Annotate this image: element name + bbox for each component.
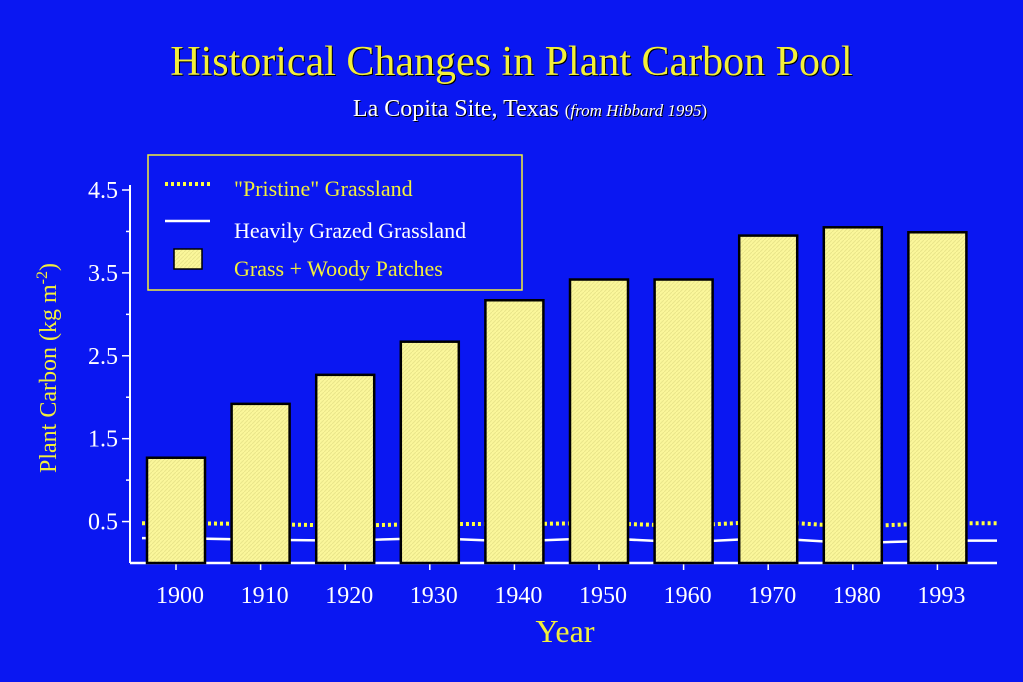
x-tick-label: 1950	[579, 583, 627, 609]
legend-box-swatch-icon	[173, 248, 203, 270]
y-tick-label: 1.5	[88, 427, 118, 453]
y-axis-label-end: )	[36, 263, 62, 271]
x-tick-label: 1910	[241, 583, 289, 609]
y-tick-label: 4.5	[88, 178, 118, 204]
legend-box	[147, 154, 523, 291]
chart-title: Historical Changes in Plant Carbon Pool	[170, 39, 853, 85]
x-axis-label: Year	[536, 613, 595, 649]
x-tick-label: 1980	[833, 583, 881, 609]
chart-subtitle: La Copita Site, Texas (from Hibbard 1995…	[0, 96, 1023, 123]
subtitle-close-paren: )	[701, 101, 708, 120]
bar-1950	[568, 278, 630, 565]
x-tick-label: 1993	[917, 583, 965, 609]
x-tick-label: 1920	[325, 583, 373, 609]
bar-1920	[314, 373, 376, 565]
bar-1960	[653, 278, 714, 565]
subtitle-site: La Copita Site, Texas	[352, 96, 559, 122]
x-tick-label: 1940	[494, 583, 542, 609]
legend-label-grazed: Heavily Grazed Grassland	[234, 218, 466, 243]
y-tick-label: 0.5	[88, 510, 118, 536]
y-tick-label: 2.5	[88, 344, 118, 370]
x-tick-label: 1930	[410, 583, 458, 609]
x-tick-label: 1960	[664, 583, 712, 609]
bar-1930	[399, 340, 461, 565]
x-tick-labels: 1900 1910 1920 1930 1940 1950 1960 1970 1980 1993	[156, 583, 965, 609]
legend-label-woody: Grass + Woody Patches	[234, 256, 443, 281]
bar-1993	[907, 231, 968, 565]
y-tick-label: 3.5	[88, 261, 118, 287]
bar-1900	[145, 456, 207, 565]
legend: "Pristine" Grassland Heavily Grazed Gras…	[147, 154, 523, 291]
bar-1940	[484, 298, 545, 565]
subtitle-source: from Hibbard 1995	[570, 101, 702, 120]
subtitle-open-paren: (	[564, 101, 571, 120]
y-axis-label-sup: -2	[34, 271, 51, 284]
x-tick-label: 1970	[748, 583, 796, 609]
x-tick-label: 1900	[156, 583, 204, 609]
bars-group	[145, 226, 968, 565]
bar-1980	[822, 226, 884, 565]
bar-1970	[737, 234, 799, 565]
y-axis-label: Plant Carbon (kg m-2)	[34, 263, 62, 473]
y-axis-label-main: Plant Carbon (kg m	[36, 284, 62, 473]
y-tick-labels: 0.5 1.5 2.5 3.5 4.5	[88, 178, 118, 536]
legend-label-pristine: "Pristine" Grassland	[234, 176, 413, 201]
bar-1910	[230, 402, 291, 565]
